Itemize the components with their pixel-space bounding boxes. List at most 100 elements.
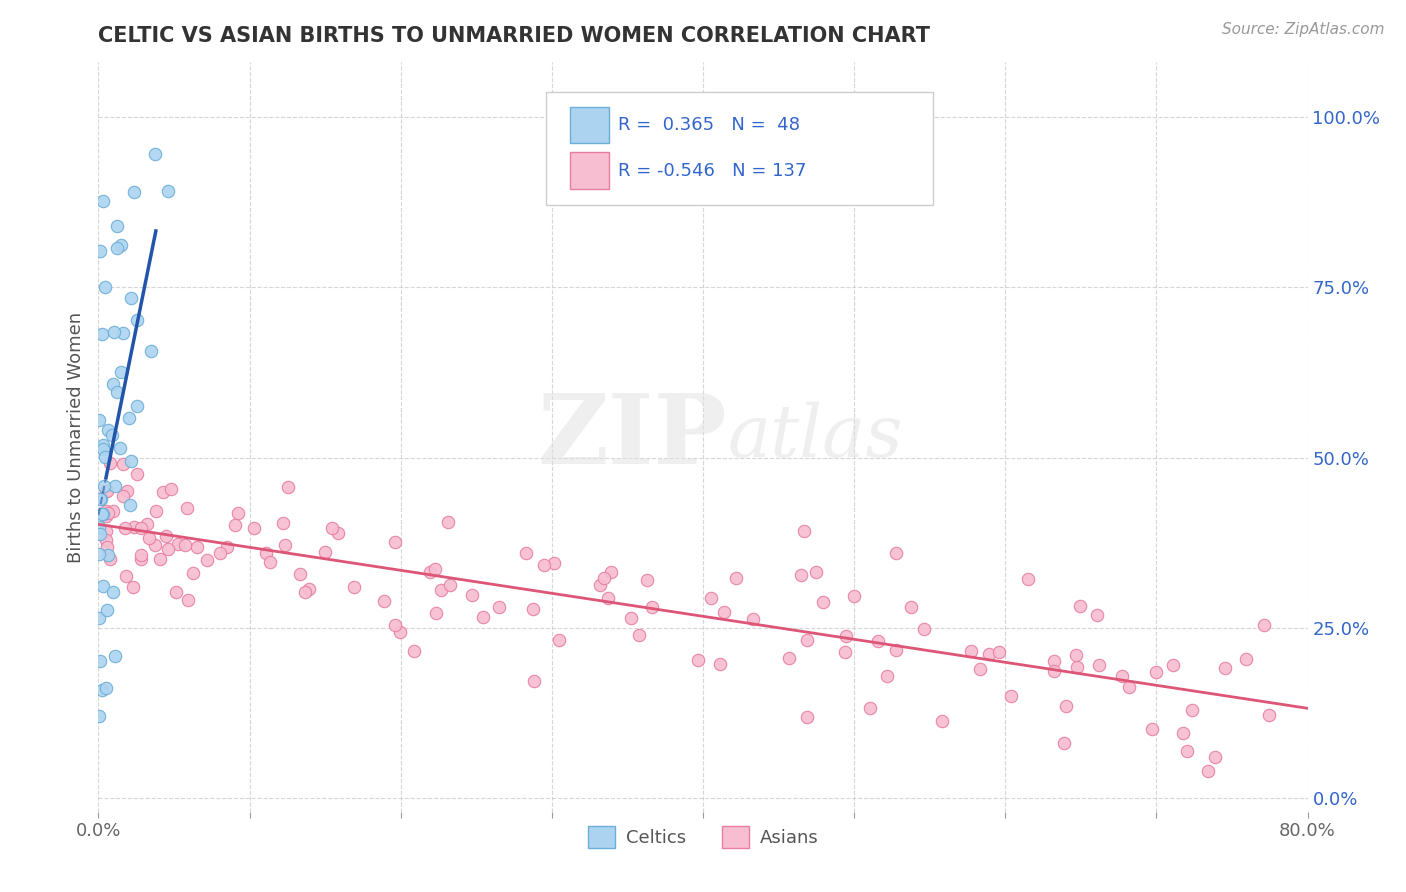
Point (91, 507, 114, 521)
Point (700, 591, 723, 605)
Legend: Celtics, Asians: Celtics, Asians (581, 819, 825, 855)
Point (912, 622, 935, 636)
Point (89, 654, 111, 668)
Point (343, 580, 366, 594)
Point (835, 629, 858, 643)
Point (1042, 665, 1064, 679)
Point (122, 520, 145, 534)
Point (430, 582, 453, 597)
Point (298, 582, 321, 597)
Point (1257, 708, 1279, 723)
Point (1069, 599, 1091, 614)
Text: R = -0.546   N = 137: R = -0.546 N = 137 (619, 161, 807, 179)
Point (1175, 744, 1198, 758)
Point (159, 482, 181, 496)
Point (636, 574, 658, 588)
Point (1000, 690, 1022, 704)
Point (1144, 665, 1167, 679)
Text: CELTIC VS ASIAN BIRTHS TO UNMARRIED WOMEN CORRELATION CHART: CELTIC VS ASIAN BIRTHS TO UNMARRIED WOME… (98, 26, 931, 45)
Text: atlas: atlas (727, 401, 903, 473)
Point (326, 525, 349, 540)
Point (243, 521, 266, 535)
Point (174, 538, 197, 552)
Point (97, 548, 120, 562)
Point (97, 423, 120, 437)
Point (522, 602, 544, 616)
Point (1111, 668, 1133, 682)
Point (156, 184, 179, 198)
Text: ZIP: ZIP (537, 390, 727, 484)
Point (143, 147, 166, 161)
Point (276, 480, 298, 494)
Point (96, 540, 118, 554)
Point (425, 606, 447, 620)
Point (118, 498, 141, 512)
Point (589, 578, 612, 592)
Point (1197, 764, 1219, 778)
Point (592, 571, 614, 585)
Point (321, 520, 343, 534)
Point (143, 538, 166, 552)
Point (91, 438, 114, 452)
Point (1017, 572, 1039, 586)
Point (1066, 648, 1088, 662)
Point (273, 538, 295, 552)
Point (94, 483, 117, 498)
FancyBboxPatch shape (569, 153, 609, 189)
Point (778, 650, 800, 665)
Point (104, 479, 127, 493)
Point (844, 589, 866, 603)
Point (1163, 657, 1185, 672)
Point (1140, 723, 1163, 737)
Point (259, 555, 281, 569)
Point (94, 450, 117, 465)
Point (115, 569, 138, 583)
Point (1088, 658, 1111, 673)
Point (969, 662, 991, 676)
Point (515, 546, 537, 560)
Point (112, 457, 135, 471)
Point (384, 535, 406, 549)
Point (104, 648, 127, 663)
Point (186, 541, 208, 555)
Point (1054, 699, 1077, 714)
Point (105, 385, 128, 400)
Point (488, 600, 510, 615)
Point (460, 588, 482, 602)
Point (101, 504, 124, 518)
Point (547, 633, 569, 648)
Point (804, 566, 827, 580)
FancyBboxPatch shape (546, 93, 932, 205)
Point (834, 645, 856, 659)
Point (145, 504, 167, 518)
Point (1042, 654, 1064, 668)
Point (294, 585, 316, 599)
Point (900, 599, 922, 614)
Point (112, 490, 135, 504)
Point (89, 526, 111, 541)
Point (1215, 661, 1237, 675)
Point (115, 483, 138, 498)
Point (136, 516, 159, 531)
Point (89, 491, 111, 506)
Point (288, 567, 311, 582)
Point (120, 291, 142, 305)
Point (596, 591, 619, 606)
Point (89, 610, 111, 624)
FancyBboxPatch shape (569, 106, 609, 144)
Point (620, 611, 643, 625)
Point (114, 521, 136, 535)
Point (91, 194, 114, 209)
Point (977, 648, 1000, 662)
Point (90, 683, 112, 698)
Point (1171, 726, 1194, 740)
Point (439, 578, 461, 592)
Point (97, 506, 120, 520)
Point (742, 612, 765, 626)
Point (98, 456, 121, 470)
Point (112, 326, 135, 340)
Point (94, 533, 117, 547)
Point (876, 669, 898, 683)
Point (195, 553, 218, 567)
Point (127, 467, 149, 482)
